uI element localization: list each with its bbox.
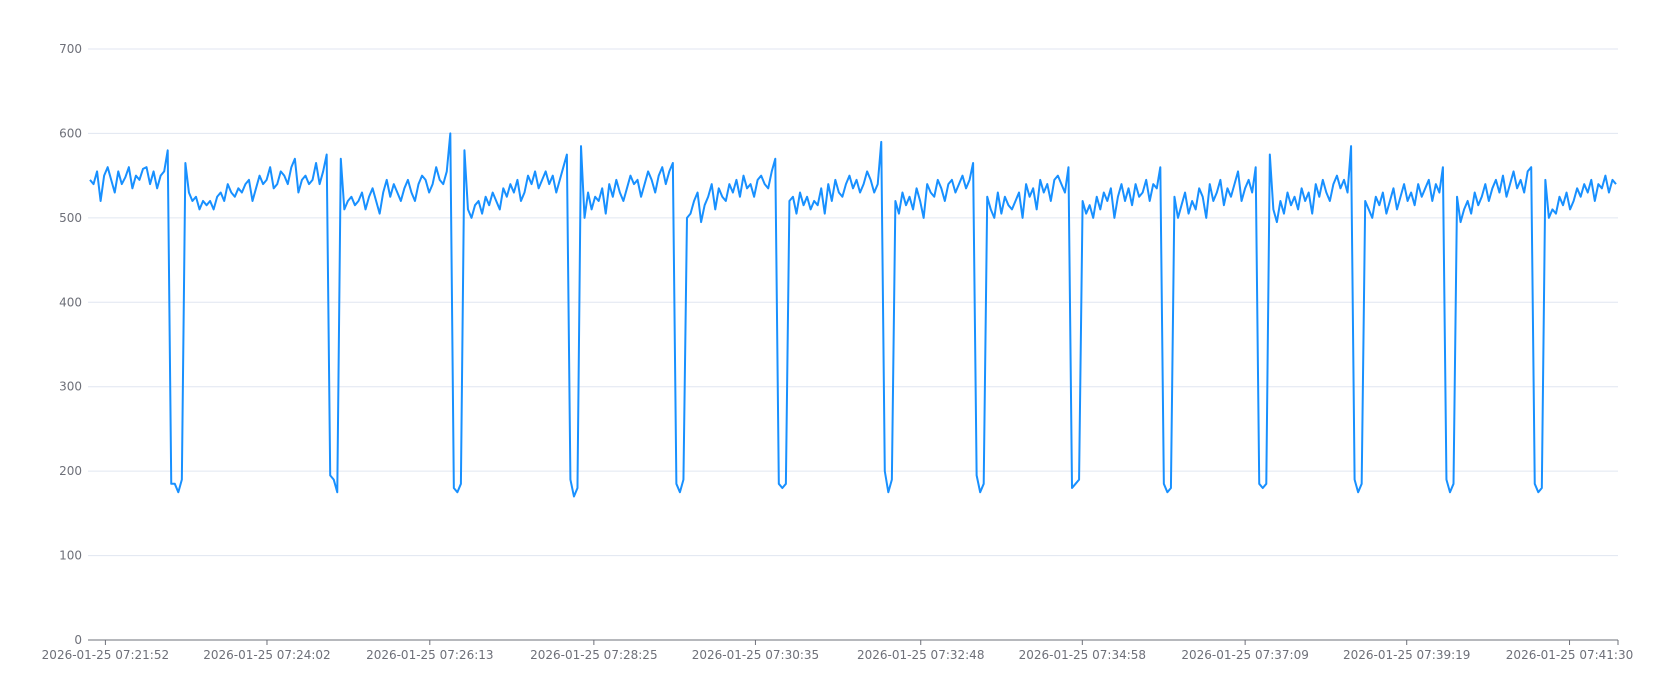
x-tick-label: 2026-01-25 07:34:58 — [1019, 648, 1146, 662]
x-tick-label: 2026-01-25 07:30:35 — [692, 648, 819, 662]
y-tick-label: 500 — [59, 211, 82, 225]
x-tick-label: 2026-01-25 07:39:19 — [1343, 648, 1470, 662]
x-tick-label: 2026-01-25 07:28:25 — [530, 648, 657, 662]
y-tick-label: 200 — [59, 464, 82, 478]
y-axis-labels: 0 100 200 300 400 500 600 700 — [59, 42, 82, 647]
x-tick-label: 2026-01-25 07:24:02 — [203, 648, 330, 662]
y-tick-label: 100 — [59, 549, 82, 563]
x-tick-label: 2026-01-25 07:41:30 — [1506, 648, 1633, 662]
x-tick-label: 2026-01-25 07:37:09 — [1181, 648, 1308, 662]
x-tick-label: 2026-01-25 07:32:48 — [857, 648, 984, 662]
y-tick-label: 400 — [59, 295, 82, 309]
series-layer — [89, 132, 1617, 498]
x-axis: 2026-01-25 07:21:52 2026-01-25 07:24:02 20… — [42, 639, 1633, 662]
grid-lines — [88, 48, 1618, 557]
y-tick-label: 300 — [59, 380, 82, 394]
x-tick-label: 2026-01-25 07:26:13 — [366, 648, 493, 662]
y-tick-label: 700 — [59, 42, 82, 56]
x-tick-label: 2026-01-25 07:21:52 — [42, 648, 169, 662]
y-tick-label: 600 — [59, 126, 82, 140]
y-tick-label: 0 — [74, 633, 82, 647]
series-line-0 — [89, 132, 1617, 498]
